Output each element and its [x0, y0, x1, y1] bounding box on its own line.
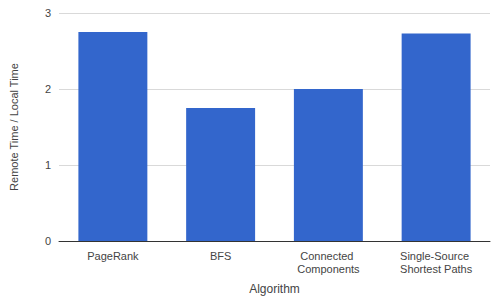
svg-text:Algorithm: Algorithm: [249, 282, 300, 296]
svg-text:3: 3: [45, 7, 51, 19]
svg-text:Components: Components: [297, 263, 360, 275]
svg-text:Connected: Connected: [300, 250, 356, 262]
svg-text:0: 0: [45, 235, 51, 247]
svg-text:PageRank: PageRank: [87, 250, 139, 262]
svg-text:Shortest Paths: Shortest Paths: [400, 263, 473, 275]
svg-text:2: 2: [45, 83, 51, 95]
svg-text:Remote Time / Local Time: Remote Time / Local Time: [8, 63, 20, 191]
svg-text:Single-Source: Single-Source: [400, 250, 472, 262]
svg-text:BFS: BFS: [210, 250, 231, 262]
svg-text:1: 1: [45, 159, 51, 171]
